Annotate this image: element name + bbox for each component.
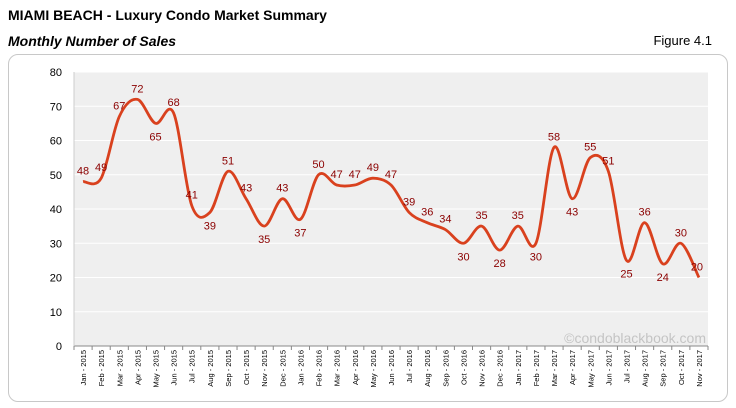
data-label: 35 [258,234,270,246]
y-tick-label: 80 [50,67,62,79]
x-tick-label: Nov - 2016 [478,350,487,387]
data-label: 35 [475,210,487,222]
x-tick-label: May - 2017 [586,350,595,388]
y-tick-label: 70 [50,101,62,113]
x-axis-ticks: Jan - 2015 Feb - 2015 Mar - 2015 Apr - 2015… [73,346,709,388]
data-label: 25 [620,268,632,280]
data-labels: 48 49 67 72 65 68 41 39 51 43 35 43 37 50 47 47 49 47 39 36… [77,83,703,283]
x-tick-label: Oct - 2015 [242,350,251,385]
x-tick-label: Mar - 2015 [115,350,124,386]
x-tick-label: Jun - 2017 [604,350,613,385]
x-tick-label: Dec - 2016 [496,350,505,387]
data-label: 51 [602,155,614,167]
x-tick-label: Jun - 2015 [170,350,179,385]
y-tick-label: 50 [50,170,62,182]
x-tick-label: Sep - 2017 [659,350,668,387]
x-tick-label: Feb - 2016 [315,350,324,386]
x-tick-label: Apr - 2015 [133,350,142,385]
data-label: 43 [276,183,288,195]
x-tick-label: Feb - 2017 [532,350,541,386]
series-line [82,97,701,279]
x-tick-label: Jul - 2016 [405,350,414,383]
x-tick-label: Jan - 2015 [79,350,88,385]
data-label: 20 [691,262,703,274]
x-tick-label: Sep - 2015 [224,350,233,387]
data-label: 47 [349,169,361,181]
data-label: 49 [95,162,107,174]
data-label: 28 [494,258,506,270]
figure-label: Figure 4.1 [653,33,712,48]
data-label: 58 [548,131,560,143]
chart-subtitle: Monthly Number of Sales [8,33,177,49]
x-tick-label: Mar - 2017 [550,350,559,386]
x-tick-label: Aug - 2017 [641,350,650,387]
x-tick-label: Feb - 2015 [97,350,106,386]
x-tick-label: Mar - 2016 [333,350,342,386]
y-tick-label: 10 [50,307,62,319]
x-tick-label: May - 2016 [369,350,378,388]
x-tick-label: Oct - 2017 [677,350,686,385]
x-tick-label: Jan - 2016 [296,350,305,385]
y-axis-ticks: 0 10 20 30 40 50 60 70 80 [50,67,62,353]
data-label: 36 [638,207,650,219]
x-tick-label: Jun - 2016 [387,350,396,385]
data-label: 50 [312,159,324,171]
x-tick-label: May - 2015 [152,350,161,388]
y-tick-label: 30 [50,238,62,250]
data-label: 30 [675,227,687,239]
data-label: 68 [168,97,180,109]
data-label: 65 [149,131,161,143]
data-label: 35 [512,210,524,222]
axes [73,72,708,347]
page-title: MIAMI BEACH - Luxury Condo Market Summar… [8,7,327,23]
x-tick-label: Nov - 2017 [695,350,704,387]
data-label: 37 [294,227,306,239]
y-tick-label: 60 [50,136,62,148]
x-tick-label: Nov - 2015 [260,350,269,387]
data-label: 67 [113,101,125,113]
data-label: 47 [385,169,397,181]
data-label: 72 [131,83,143,95]
x-tick-label: Jul - 2015 [188,350,197,383]
x-tick-label: Jul - 2017 [622,350,631,383]
data-label: 39 [204,220,216,232]
data-label: 36 [421,207,433,219]
x-tick-label: Aug - 2016 [423,350,432,387]
x-tick-label: Apr - 2017 [568,350,577,385]
y-tick-label: 40 [50,204,62,216]
y-tick-label: 0 [56,341,62,353]
data-label: 51 [222,155,234,167]
x-tick-label: Apr - 2016 [351,350,360,385]
data-label: 34 [439,214,451,226]
data-label: 43 [240,183,252,195]
data-label: 55 [584,142,596,154]
x-tick-label: Sep - 2016 [441,350,450,387]
x-tick-label: Oct - 2016 [459,350,468,385]
data-label: 43 [566,207,578,219]
data-label: 47 [331,169,343,181]
data-label: 48 [77,166,89,178]
data-label: 30 [530,251,542,263]
x-tick-label: Dec - 2015 [278,350,287,387]
data-label: 30 [457,251,469,263]
watermark: ©condoblackbook.com [564,330,706,346]
data-label: 24 [657,272,669,284]
y-tick-label: 20 [50,273,62,285]
data-label: 49 [367,162,379,174]
data-label: 39 [403,196,415,208]
x-tick-label: Aug - 2015 [206,350,215,387]
x-tick-label: Jan - 2017 [514,350,523,385]
data-label: 41 [186,190,198,202]
